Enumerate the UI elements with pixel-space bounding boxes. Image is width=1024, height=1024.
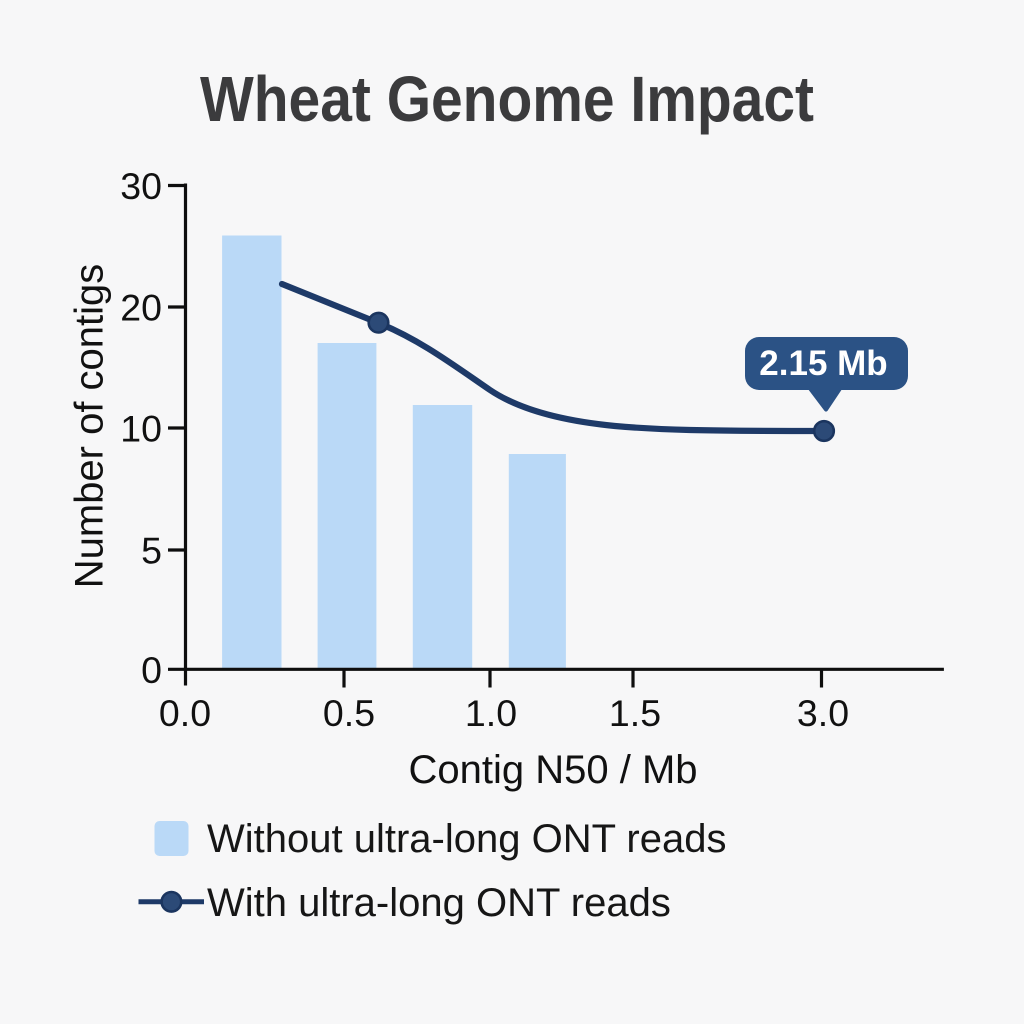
svg-text:1.5: 1.5	[609, 692, 661, 734]
svg-text:With ultra-long ONT reads: With ultra-long ONT reads	[207, 881, 671, 925]
svg-text:0.5: 0.5	[323, 692, 375, 734]
svg-text:3.0: 3.0	[797, 692, 849, 734]
svg-text:2.15 Mb: 2.15 Mb	[759, 344, 887, 383]
svg-text:Contig N50 / Mb: Contig N50 / Mb	[408, 748, 697, 792]
svg-text:10: 10	[120, 408, 162, 450]
svg-text:Number of contigs: Number of contigs	[68, 264, 112, 589]
svg-text:30: 30	[120, 165, 162, 207]
svg-text:0.0: 0.0	[159, 692, 211, 734]
svg-text:Without ultra-long ONT reads: Without ultra-long ONT reads	[207, 817, 726, 861]
svg-text:Wheat Genome Impact: Wheat Genome Impact	[200, 63, 814, 135]
svg-text:1.0: 1.0	[465, 692, 517, 734]
svg-text:5: 5	[141, 530, 162, 572]
svg-text:20: 20	[120, 287, 162, 329]
svg-text:0: 0	[141, 649, 162, 691]
